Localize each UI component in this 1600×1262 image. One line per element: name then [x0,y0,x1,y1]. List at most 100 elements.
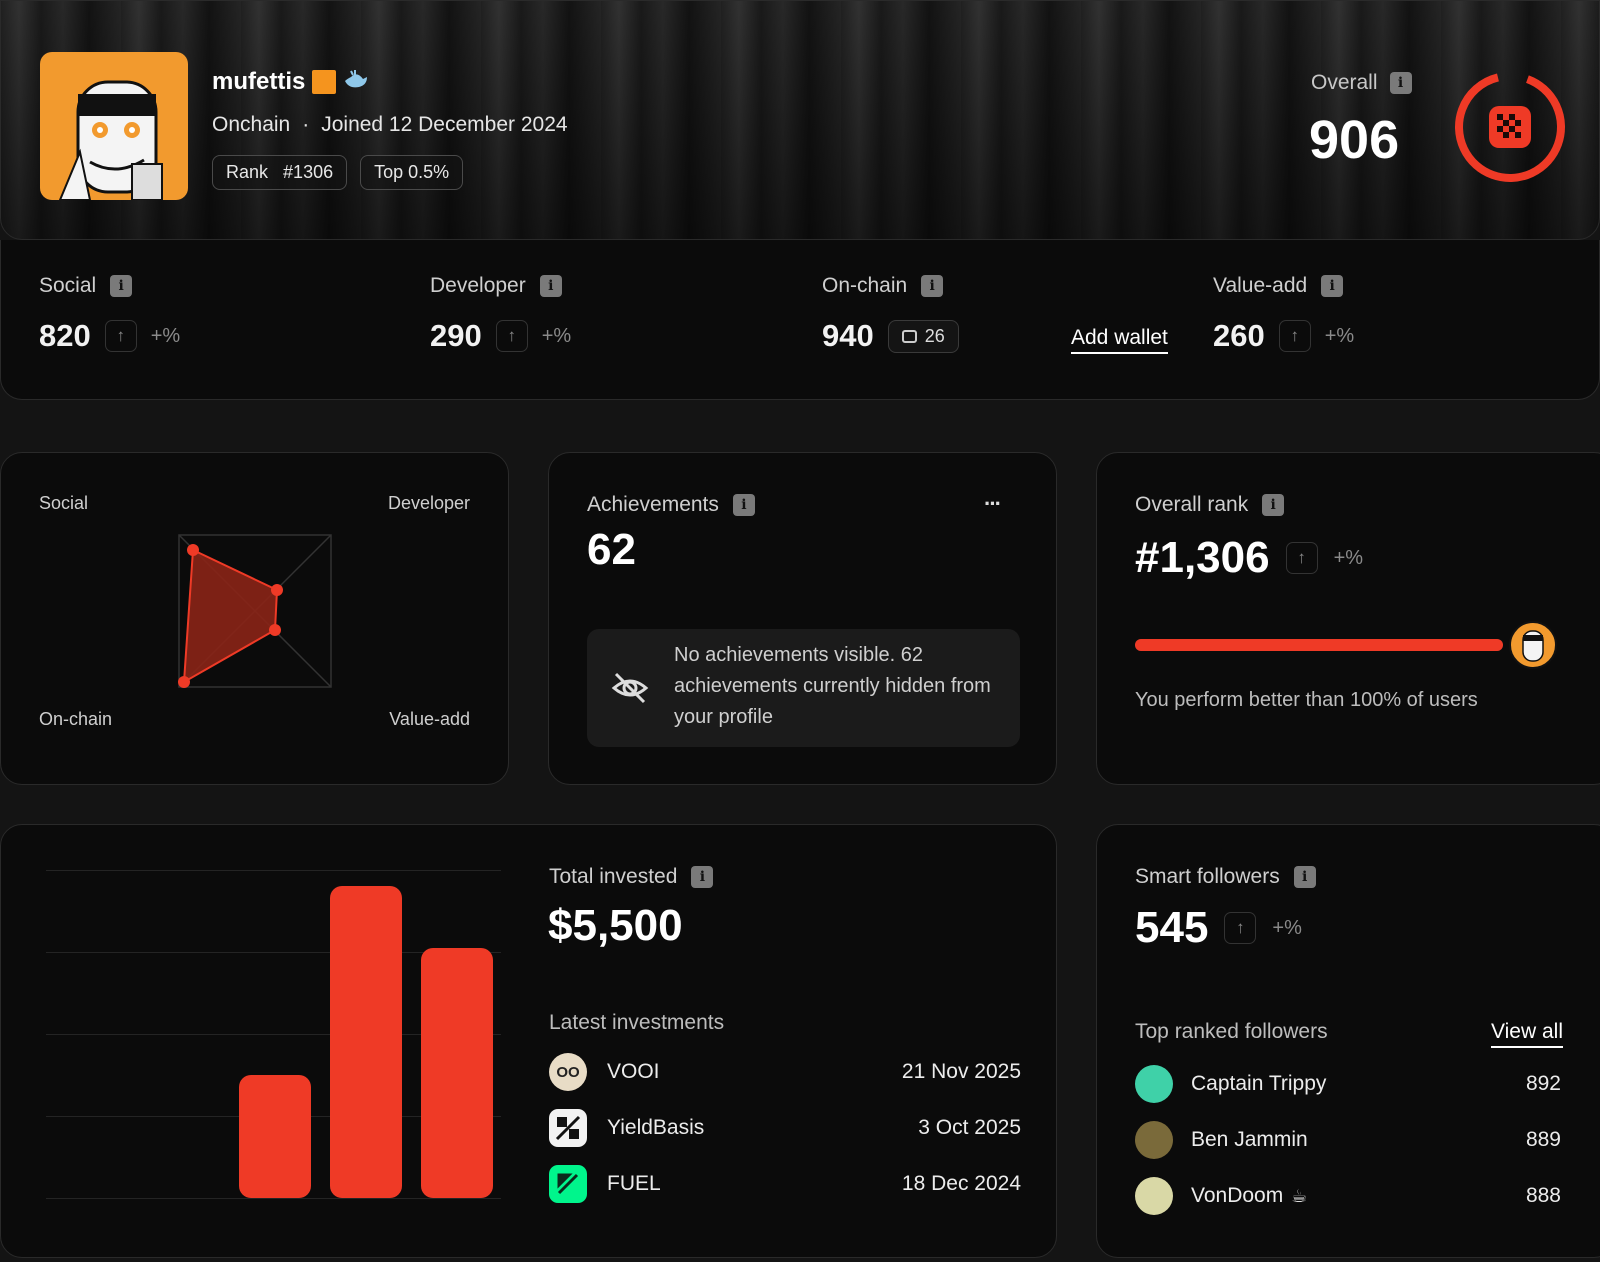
follower-avatar [1135,1177,1173,1215]
avatar-illustration [58,80,163,200]
overall-rank-value: #1,306 [1135,533,1270,582]
radar-shape [182,548,279,684]
invested-card: Total invested i $5,500 Latest investmen… [0,824,1057,1258]
stat-label-developer: Developer [430,274,526,297]
stat-value-social: 820 [39,318,91,353]
info-icon[interactable]: i [1293,866,1316,888]
rank-progress-track [1135,639,1503,651]
investment-bar [421,947,493,1198]
wallet-count-badge[interactable]: 26 [887,319,959,353]
total-invested-title: Total invested [549,865,678,888]
arrow-up-icon: ↑ [1224,912,1257,944]
investment-row[interactable]: FUEL 18 Dec 2024 [549,1165,1021,1203]
follower-row[interactable]: Ben Jammin 889 [1135,1121,1561,1159]
joined-date: Joined 12 December 2024 [321,113,568,136]
follower-avatar [1135,1121,1173,1159]
follower-name: Ben Jammin [1191,1128,1308,1151]
achievements-count: 62 [587,525,636,574]
smart-followers-card: Smart followers i 545 ↑ +% Top ranked fo… [1096,824,1600,1258]
orange-square-icon [312,69,337,94]
radar-point-social [187,544,199,556]
achievements-title: Achievements [587,493,719,516]
radar-card: Social Developer On-chain Value-add [0,452,509,785]
smart-followers-change: +% [1272,916,1302,939]
wallet-count: 26 [924,325,945,346]
follower-avatar [1135,1065,1173,1103]
radar-label-valueadd: Value-add [389,709,470,729]
follower-score: 889 [1525,1128,1561,1151]
investment-date: 3 Oct 2025 [918,1116,1021,1139]
achievements-card: Achievements i ··· 62 No achievements vi… [548,452,1057,785]
arrow-up-icon: ↑ [1278,320,1311,352]
overall-rank-change: +% [1333,546,1364,569]
avatar[interactable] [40,52,188,200]
follower-row[interactable]: VonDoom ☕ 888 [1135,1177,1561,1215]
fuel-logo-icon [549,1165,587,1203]
latest-investments-title: Latest investments [549,1011,725,1034]
hidden-achievements-text: No achievements visible. 62 achievements… [674,644,991,728]
investment-bar [239,1075,311,1198]
investment-row[interactable]: YieldBasis 3 Oct 2025 [549,1109,1021,1147]
rank-badge: Rank #1306 [212,155,348,190]
checker-icon [1497,114,1521,138]
follower-score: 892 [1525,1072,1561,1095]
separator-dot: · [302,113,310,136]
hidden-achievements-notice: No achievements visible. 62 achievements… [587,629,1020,747]
investment-name: VOOI [607,1060,660,1083]
rank-progress-avatar [1509,621,1557,669]
yieldbasis-logo-icon [549,1109,587,1147]
username: mufettis [212,67,306,95]
radar-point-onchain [178,676,190,688]
stat-change-developer: +% [541,324,572,347]
stat-value-developer: 290 [430,318,482,353]
info-icon[interactable]: i [921,275,944,297]
arrow-up-icon: ↑ [104,320,137,352]
total-invested-amount: $5,500 [548,901,683,950]
investment-name: FUEL [607,1172,661,1195]
view-all-link[interactable]: View all [1491,1020,1563,1048]
more-options-icon[interactable]: ··· [984,491,1002,516]
info-icon[interactable]: i [1321,275,1344,297]
info-icon[interactable]: i [1389,72,1412,94]
smart-followers-title: Smart followers [1135,865,1280,888]
overall-rank-title: Overall rank [1135,493,1249,516]
coffee-cup-icon: ☕ [1291,1185,1308,1206]
whale-icon [343,67,369,96]
info-icon[interactable]: i [1262,494,1285,516]
add-wallet-link[interactable]: Add wallet [1071,326,1168,354]
investment-name: YieldBasis [607,1116,705,1139]
rank-value: #1306 [283,162,334,182]
info-icon[interactable]: i [110,275,133,297]
stat-value-onchain: 940 [822,318,874,353]
stat-label-onchain: On-chain [822,274,908,297]
profile-source: Onchain [212,113,291,136]
profile-header: mufettis Onchain · Joined 12 December 20… [0,0,1600,240]
top-percent-badge: Top 0.5% [360,155,464,190]
radar-chart [178,534,332,688]
overall-label: Overall [1311,71,1378,94]
follower-name: VonDoom [1191,1184,1284,1207]
stats-card: Social i 820 ↑ +% Developer i 290 ↑ +% O… [0,240,1600,400]
overall-score-ring [1453,70,1567,189]
radar-label-social: Social [39,493,89,513]
stat-change-social: +% [150,324,181,347]
arrow-up-icon: ↑ [1285,542,1318,574]
info-icon[interactable]: i [691,866,714,888]
info-icon[interactable]: i [732,494,755,516]
follower-row[interactable]: Captain Trippy 892 [1135,1065,1561,1103]
investment-row[interactable]: OO VOOI 21 Nov 2025 [549,1053,1021,1091]
radar-point-valueadd [269,624,281,636]
smart-followers-count: 545 [1135,903,1209,952]
radar-point-developer [271,584,283,596]
stat-value-valueadd: 260 [1213,318,1265,353]
wallet-icon [901,329,917,343]
eye-off-icon [611,672,649,704]
overall-rank-card: Overall rank i #1,306 ↑ +% You perform b… [1096,452,1600,785]
vooi-logo-icon: OO [549,1053,587,1091]
rank-caption: You perform better than 100% of users [1135,689,1478,711]
investment-date: 18 Dec 2024 [901,1172,1021,1195]
stat-label-social: Social [39,274,97,297]
radar-label-onchain: On-chain [39,709,113,729]
info-icon[interactable]: i [539,275,562,297]
overall-score: 906 [1309,110,1400,170]
